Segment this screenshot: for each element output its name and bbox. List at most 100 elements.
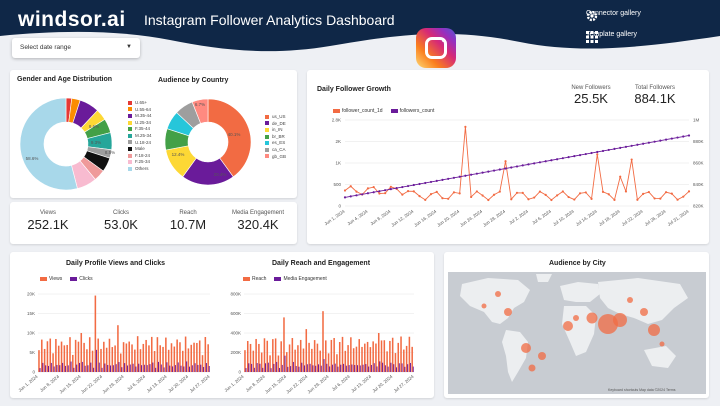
legend-views: Views bbox=[40, 276, 62, 282]
bar-primary bbox=[142, 343, 145, 372]
x-tick: Jun 12, 2024 bbox=[390, 208, 415, 227]
instagram-logo-icon bbox=[416, 28, 456, 68]
x-tick: Jun 20, 2024 bbox=[436, 208, 461, 227]
point-followers-count bbox=[452, 176, 456, 179]
bar-secondary bbox=[292, 361, 294, 372]
y-tick-right: 820K bbox=[693, 204, 704, 209]
y-tick: 800K bbox=[230, 292, 241, 297]
point-follower-count-1d bbox=[452, 191, 456, 194]
point-followers-count bbox=[550, 159, 553, 162]
city-map[interactable]: Keyboard shortcuts Map data ©2024 Terms bbox=[448, 272, 706, 394]
point-followers-count bbox=[510, 166, 513, 169]
donut-slice[interactable] bbox=[207, 98, 252, 178]
point-followers-count bbox=[361, 193, 364, 196]
bar-primary bbox=[252, 350, 255, 372]
bar-primary bbox=[358, 339, 360, 372]
point-follower-count-1d bbox=[343, 189, 347, 192]
point-followers-count bbox=[596, 150, 599, 154]
bar-secondary bbox=[70, 361, 72, 372]
nav-template-gallery[interactable]: Template gallery bbox=[586, 31, 637, 43]
bar-primary bbox=[291, 338, 294, 372]
bar-primary bbox=[283, 317, 285, 372]
point-followers-count bbox=[470, 173, 473, 176]
y-tick: 5K bbox=[29, 350, 35, 355]
bar-secondary bbox=[284, 355, 286, 372]
bar-primary bbox=[297, 345, 299, 372]
point-follower-count-1d bbox=[544, 193, 547, 196]
bar-secondary bbox=[87, 365, 89, 372]
x-tick: Jul 22, 2024 bbox=[621, 208, 644, 226]
views-clicks-legend: Views Clicks bbox=[40, 276, 93, 282]
bar-secondary bbox=[317, 364, 319, 372]
follower-growth-chart[interactable]: 2.8K 2K 1K 500 0 1M 880K 860K 840K 820K Jun 1, 202… bbox=[307, 70, 709, 244]
point-follower-count-1d bbox=[687, 190, 691, 193]
y-tick-right: 860K bbox=[693, 161, 704, 166]
date-range-select[interactable]: Select date range ▼ bbox=[12, 38, 140, 58]
x-tick: Jun 8, 2024 bbox=[245, 374, 267, 393]
bar-primary bbox=[134, 349, 136, 372]
point-follower-count-1d bbox=[619, 175, 622, 178]
bar-primary bbox=[156, 337, 159, 372]
point-followers-count bbox=[389, 188, 392, 191]
point-followers-count bbox=[670, 137, 673, 140]
bar-secondary bbox=[262, 367, 264, 372]
point-follower-count-1d bbox=[642, 192, 645, 195]
point-followers-count bbox=[687, 134, 691, 137]
y-tick: 0 bbox=[32, 370, 35, 375]
bar-secondary bbox=[59, 365, 61, 372]
bar-secondary bbox=[362, 364, 364, 372]
legend-clicks: Clicks bbox=[70, 276, 93, 282]
country-donut[interactable]: 6.7% 40.1% 20.4% 12.4% bbox=[160, 92, 260, 192]
bar-secondary bbox=[326, 363, 328, 372]
point-follower-count-1d bbox=[441, 197, 444, 200]
bar-primary bbox=[122, 342, 125, 372]
bar-primary bbox=[179, 342, 181, 372]
x-tick: Jun 4, 2024 bbox=[346, 208, 369, 226]
donut-label: 20.4% bbox=[214, 172, 227, 177]
bar-secondary bbox=[188, 366, 190, 372]
bar-primary bbox=[255, 338, 257, 372]
bar-secondary bbox=[166, 362, 168, 372]
x-tick: Jun 1, 2024 bbox=[323, 208, 346, 226]
bar-primary bbox=[196, 342, 198, 372]
bar-secondary bbox=[248, 363, 250, 372]
point-follower-count-1d bbox=[349, 185, 352, 188]
legend-item: ca_CA bbox=[265, 147, 286, 154]
bar-secondary bbox=[146, 365, 148, 372]
donut-slice[interactable] bbox=[191, 98, 209, 124]
bar-primary bbox=[170, 343, 173, 372]
bar-primary bbox=[380, 340, 383, 372]
bar-secondary bbox=[104, 363, 106, 372]
point-followers-count bbox=[355, 194, 358, 197]
x-tick: Jul 14, 2024 bbox=[575, 208, 598, 226]
point-follower-count-1d bbox=[412, 190, 415, 193]
x-tick: Jul 6, 2024 bbox=[531, 208, 552, 225]
header: windsor.ai Instagram Follower Analytics … bbox=[0, 0, 720, 58]
bar-secondary bbox=[253, 367, 255, 372]
bar-primary bbox=[299, 339, 302, 372]
donut-slice[interactable] bbox=[19, 97, 78, 191]
bar-secondary bbox=[265, 363, 267, 372]
gender-age-donut[interactable]: 8.6% 9.3% 8.5% 58.6% bbox=[14, 88, 124, 198]
bar-secondary bbox=[118, 362, 120, 372]
point-followers-count bbox=[527, 163, 530, 166]
bar-secondary bbox=[306, 364, 308, 372]
gender-age-title: Gender and Age Distribution bbox=[17, 76, 113, 83]
point-follower-count-1d bbox=[556, 194, 559, 197]
bar-secondary bbox=[334, 363, 336, 372]
point-follower-count-1d bbox=[464, 125, 467, 128]
header-wave bbox=[0, 0, 720, 52]
point-followers-count bbox=[647, 141, 650, 144]
bar-primary bbox=[260, 352, 263, 372]
point-followers-count bbox=[533, 162, 536, 165]
bar-secondary bbox=[208, 365, 210, 372]
point-follower-count-1d bbox=[550, 198, 553, 202]
bar-secondary bbox=[384, 365, 386, 372]
nav-connector-gallery[interactable]: Connector gallery bbox=[586, 10, 641, 22]
kpi-value: 53.0K bbox=[104, 217, 138, 232]
point-follower-count-1d bbox=[590, 197, 593, 200]
donut-label: 40.1% bbox=[228, 132, 241, 137]
point-follower-count-1d bbox=[492, 193, 496, 196]
bar-primary bbox=[125, 343, 128, 372]
